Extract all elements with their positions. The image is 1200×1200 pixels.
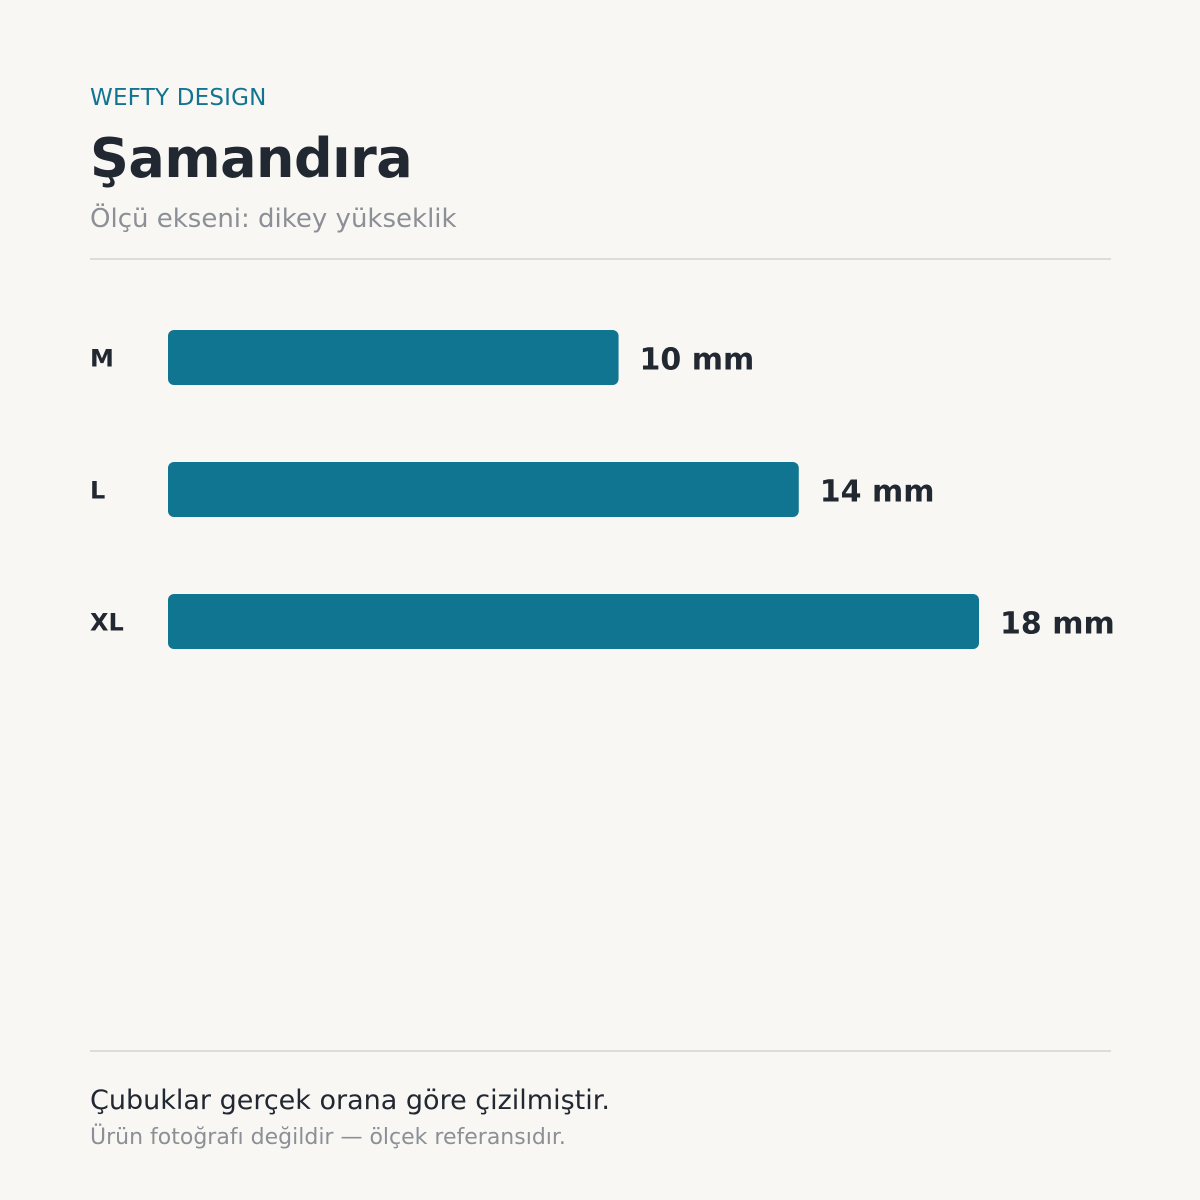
category-label-xl: XL xyxy=(90,609,124,637)
value-label-l: 14 mm xyxy=(820,475,935,510)
value-label-m: 10 mm xyxy=(640,343,755,378)
brand-name: WEFTY DESIGN xyxy=(90,85,267,111)
page-subtitle: Ölçü ekseni: dikey yükseklik xyxy=(90,204,457,234)
size-bar-chart: M 10 mm L 14 mm XL 18 mm xyxy=(90,330,1115,649)
bar-m xyxy=(168,330,619,385)
category-label-m: M xyxy=(90,345,114,373)
value-label-xl: 18 mm xyxy=(1000,607,1115,642)
footer-divider xyxy=(90,1050,1111,1052)
page-title: Şamandıra xyxy=(90,127,413,190)
header-divider xyxy=(90,258,1111,260)
footer-note: Çubuklar gerçek orana göre çizilmiştir. xyxy=(90,1085,610,1116)
bar-l xyxy=(168,462,799,517)
bar-xl xyxy=(168,594,979,649)
category-label-l: L xyxy=(90,477,105,505)
footer-subnote: Ürün fotoğrafı değildir — ölçek referans… xyxy=(90,1125,566,1150)
